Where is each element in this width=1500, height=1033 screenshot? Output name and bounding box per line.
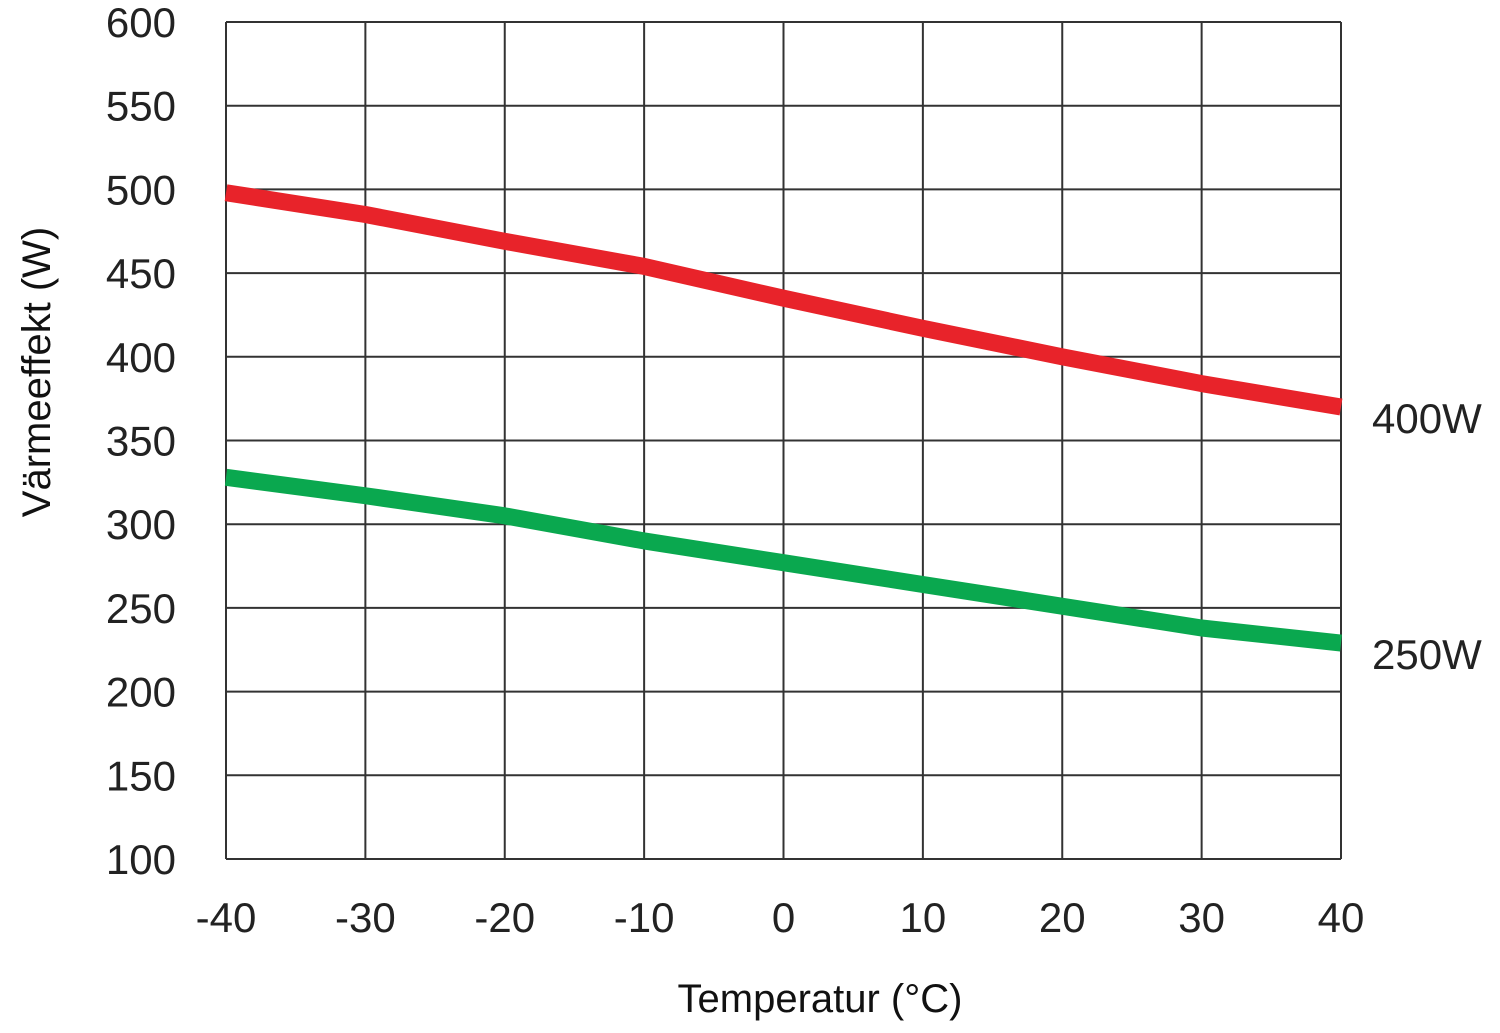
y-tick-label: 500 (106, 166, 176, 213)
series-line-400W (224, 184, 1343, 416)
y-tick-label: 600 (106, 0, 176, 46)
y-tick-label: 300 (106, 501, 176, 548)
series-labels: 400W 250W (1372, 395, 1482, 678)
y-tick-label: 450 (106, 250, 176, 297)
x-tick-label: 30 (1178, 894, 1225, 941)
series-label-250W: 250W (1372, 631, 1482, 678)
y-tick-label: 250 (106, 585, 176, 632)
x-tick-label: -20 (474, 894, 535, 941)
y-tick-label: 100 (106, 836, 176, 883)
x-tick-label: 10 (900, 894, 947, 941)
series-label-400W: 400W (1372, 395, 1482, 442)
x-tick-label: 40 (1318, 894, 1365, 941)
x-tick-label: 20 (1039, 894, 1086, 941)
x-tick-label: -30 (335, 894, 396, 941)
y-tick-label: 550 (106, 83, 176, 130)
x-axis-label: Temperatur (°C) (678, 977, 963, 1021)
tick-labels: -40 -30 -20 -10 0 10 20 30 40 100 150 200 250 300 350 4… (106, 0, 1364, 941)
series-lines (224, 184, 1343, 652)
x-tick-label: 0 (772, 894, 795, 941)
y-axis-label: Värmeeffekt (W) (15, 227, 59, 517)
x-tick-label: -40 (196, 894, 257, 941)
series-line-250W (224, 468, 1342, 652)
y-tick-label: 400 (106, 334, 176, 381)
x-tick-label: -10 (614, 894, 675, 941)
y-tick-label: 350 (106, 418, 176, 465)
y-tick-label: 200 (106, 669, 176, 716)
grid (225, 21, 1342, 860)
y-tick-label: 150 (106, 752, 176, 799)
